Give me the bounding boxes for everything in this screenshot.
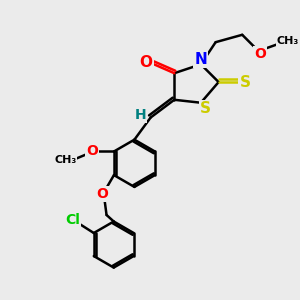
Text: O: O (254, 47, 266, 61)
Text: Cl: Cl (65, 213, 80, 227)
Text: O: O (86, 145, 98, 158)
Text: N: N (194, 52, 207, 67)
Text: O: O (140, 55, 153, 70)
Text: H: H (134, 108, 146, 122)
Text: S: S (240, 75, 251, 90)
Text: CH₃: CH₃ (277, 36, 299, 46)
Text: O: O (96, 187, 108, 201)
Text: CH₃: CH₃ (54, 155, 76, 165)
Text: S: S (200, 101, 211, 116)
